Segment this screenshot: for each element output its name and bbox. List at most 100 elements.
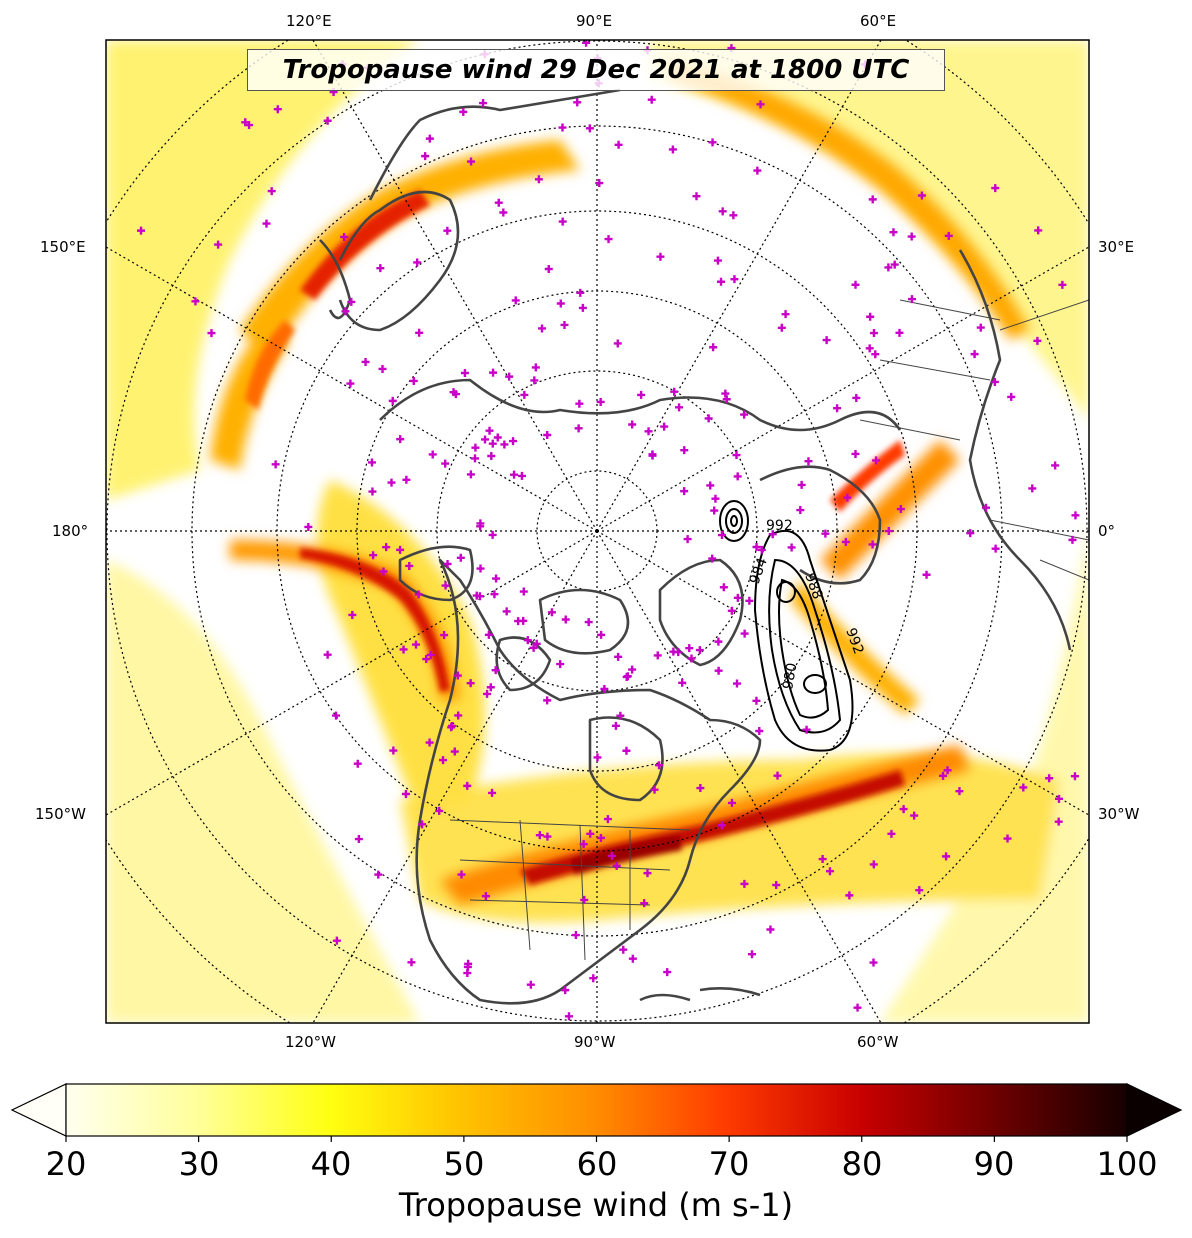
observation-marker: [443, 559, 452, 568]
observation-marker: [1007, 392, 1016, 401]
observation-marker: [868, 540, 877, 549]
map-border: [105, 39, 1090, 1024]
observation-marker: [456, 553, 465, 562]
observation-marker: [262, 219, 271, 228]
observation-marker: [852, 393, 861, 402]
observation-marker: [271, 460, 280, 469]
observation-marker: [494, 198, 503, 207]
observation-marker: [401, 790, 410, 799]
observation-marker: [680, 487, 689, 496]
observation-marker: [531, 363, 540, 372]
observation-marker: [970, 350, 979, 359]
coastlines: [319, 88, 1072, 1005]
observation-marker: [717, 277, 726, 286]
observation-marker: [745, 596, 754, 605]
observation-marker: [1068, 535, 1077, 544]
observation-marker: [509, 437, 518, 446]
observation-marker: [575, 399, 584, 408]
observation-marker: [564, 1012, 573, 1021]
observation-marker: [733, 593, 742, 602]
observation-marker: [851, 280, 860, 289]
observation-marker: [535, 831, 544, 840]
observation-marker: [981, 503, 990, 512]
observation-marker: [714, 637, 723, 646]
observation-marker: [245, 121, 254, 130]
observation-marker: [704, 414, 713, 423]
observation-marker: [273, 105, 282, 114]
observation-marker: [514, 617, 523, 626]
observation-marker: [1058, 280, 1067, 289]
observation-marker: [670, 387, 679, 396]
observation-marker: [821, 529, 830, 538]
observation-marker: [616, 711, 625, 720]
observation-marker: [493, 433, 502, 442]
observation-marker: [544, 265, 553, 274]
observation-marker: [267, 187, 276, 196]
observation-marker: [833, 404, 842, 413]
observation-marker: [915, 886, 924, 895]
observation-marker: [714, 666, 723, 675]
colorbar-extend-min: [10, 1083, 67, 1137]
lon-label-left: 150°E: [40, 238, 86, 256]
observation-marker: [884, 263, 893, 272]
observation-marker: [488, 439, 497, 448]
observation-marker: [643, 869, 652, 878]
observation-marker: [628, 665, 637, 674]
observation-marker: [571, 931, 580, 940]
observation-marker: [622, 672, 631, 681]
observation-marker: [711, 494, 720, 503]
lon-label-right: 30°E: [1098, 238, 1135, 256]
observation-marker: [917, 191, 926, 200]
observation-marker: [347, 297, 356, 306]
observation-marker: [729, 211, 738, 220]
observation-marker: [644, 427, 653, 436]
observation-marker: [895, 328, 904, 337]
observation-marker: [747, 950, 756, 959]
observation-marker: [387, 478, 396, 487]
observation-marker: [1033, 336, 1042, 345]
observation-marker: [449, 388, 458, 397]
observation-marker: [722, 395, 731, 404]
map-title: Tropopause wind 29 Dec 2021 at 1800 UTC: [247, 49, 945, 91]
observation-marker: [890, 260, 899, 269]
observation-marker: [488, 788, 497, 797]
observation-marker: [409, 376, 418, 385]
observation-marker: [797, 480, 806, 489]
observation-marker: [580, 895, 589, 904]
observation-marker: [585, 124, 594, 133]
observation-marker: [740, 879, 749, 888]
observation-marker: [396, 435, 405, 444]
observation-marker: [574, 424, 583, 433]
observation-marker: [843, 493, 852, 502]
observation-marker: [376, 264, 385, 273]
observation-marker: [415, 328, 424, 337]
observation-marker: [457, 870, 466, 879]
observation-marker: [841, 537, 850, 546]
observation-marker: [576, 288, 585, 297]
observation-marker: [332, 936, 341, 945]
observation-marker: [766, 925, 775, 934]
lon-label-top: 120°E: [286, 12, 332, 30]
observation-marker: [648, 450, 657, 459]
observation-marker: [869, 860, 878, 869]
observation-marker: [752, 542, 761, 551]
observation-marker: [596, 397, 605, 406]
observation-marker: [537, 324, 546, 333]
observation-marker: [502, 607, 511, 616]
observation-marker: [622, 746, 631, 755]
observation-marker: [191, 297, 200, 306]
observation-marker: [454, 711, 463, 720]
observation-marker: [405, 561, 414, 570]
observation-marker: [756, 100, 765, 109]
observation-marker: [441, 581, 450, 590]
observation-marker: [593, 753, 602, 762]
observation-marker: [675, 403, 684, 412]
observation-marker: [922, 570, 931, 579]
observation-marker: [825, 867, 834, 876]
observation-marker: [910, 811, 919, 820]
observation-marker: [368, 487, 377, 496]
observation-marker: [674, 648, 683, 657]
observation-marker: [818, 855, 827, 864]
observation-marker: [354, 835, 363, 844]
observation-marker: [637, 390, 646, 399]
